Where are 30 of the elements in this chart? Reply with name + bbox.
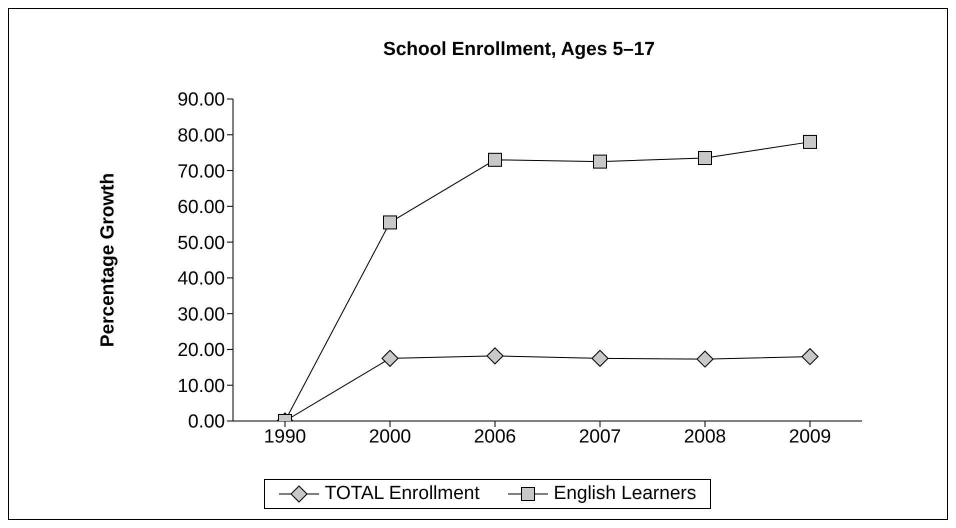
point [592,350,608,367]
y-axis-title: Percentage Growth [98,172,119,348]
point [488,152,502,167]
point [382,350,398,367]
point [696,350,714,368]
point [803,134,817,149]
y-tick-label: 0.00 [188,412,225,433]
chart-title: School Enrollment, Ages 5–17 [382,39,656,61]
legend-label: English Learners [554,483,696,505]
y-tick-label: 20.00 [177,340,225,362]
point [383,215,397,230]
y-tick-label: 70.00 [177,161,225,182]
point [698,151,712,166]
x-tick-label: 2006 [474,426,516,448]
x-tick-label: 2007 [578,426,622,448]
y-tick-label: 50.00 [177,232,225,254]
legend-label: TOTAL Enrollment [324,483,480,505]
y-tick-label: 30.00 [177,304,225,326]
y-tick-label: 90.00 [177,90,225,111]
y-tick-label: 40.00 [177,268,225,290]
point [593,154,607,169]
x-tick-label: 2008 [684,426,726,448]
y-tick-label: 80.00 [177,126,225,147]
x-tick-label: 2000 [368,426,412,448]
x-tick-label: 2009 [788,426,832,448]
point [802,348,818,366]
y-tick-label: 10.00 [177,376,225,397]
y-tick-label: 60.00 [177,197,225,218]
x-tick-label: 1990 [264,426,306,448]
point [486,347,504,364]
